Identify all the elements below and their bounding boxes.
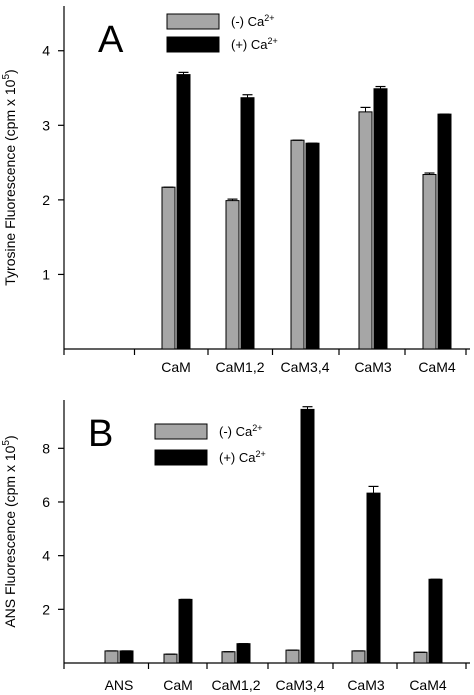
legend-swatch (166, 13, 220, 30)
bar (290, 139, 305, 350)
bar (176, 74, 191, 350)
y-axis-label-sup: 5 (1, 440, 12, 446)
x-tick-label: CaM3 (354, 359, 392, 375)
x-tick-label: CaM1,2 (215, 359, 264, 375)
bar (221, 651, 236, 664)
y-tick-label: 8 (42, 440, 50, 456)
legend-swatch (154, 423, 208, 440)
y-tick-label: 3 (42, 117, 50, 133)
bar (428, 578, 443, 664)
y-tick-label: 2 (42, 192, 50, 208)
bar (358, 111, 373, 350)
y-axis-label: ANS Fluorescence (cpm x 105) (1, 435, 18, 627)
legend-label-sup: 2+ (252, 423, 262, 433)
bar (161, 186, 176, 350)
y-axis-label: Tyrosine Fluorescence (cpm x 105) (1, 69, 18, 285)
bar (437, 113, 452, 350)
x-tick-label: CaM (163, 677, 193, 693)
bar (373, 88, 388, 350)
x-tick-label: CaM3,4 (275, 677, 324, 693)
panel-label: A (98, 19, 124, 61)
bar (351, 650, 366, 664)
y-axis-label-text: Tyrosine Fluorescence (cpm x 10 (2, 79, 18, 285)
legend-label-text: (-) Ca (231, 14, 265, 29)
bar (236, 643, 251, 664)
legend-label-text: (+) Ca (219, 450, 256, 465)
bar (305, 142, 320, 350)
legend-label-text: (-) Ca (219, 424, 253, 439)
bar (413, 651, 428, 664)
bar (225, 200, 240, 350)
bar (422, 174, 437, 350)
chart-panel-b: 2 4 6 8 ANS CaM CaM1,2 CaM3,4 CaM3 CaM4 ANS Fluore… (1, 400, 470, 693)
legend-label-sup: 2+ (264, 13, 274, 23)
bar (104, 650, 119, 664)
bar (366, 492, 381, 664)
y-axis-label-sup: 5 (1, 74, 12, 80)
x-tick-label: CaM (161, 359, 191, 375)
legend-label: (-) Ca2+ (219, 423, 262, 439)
y-tick-label: 2 (42, 601, 50, 617)
legend-label-text: (+) Ca (231, 37, 268, 52)
legend-label: (+) Ca2+ (231, 36, 278, 52)
chart-panel-a: 1 2 3 4 CaM CaM1,2 CaM3,4 CaM3 CaM4 Tyrosine Fluo… (1, 6, 470, 375)
x-tick-label: CaM4 (418, 359, 456, 375)
x-tick-label: CaM3,4 (280, 359, 329, 375)
bar (300, 408, 315, 664)
legend-label: (-) Ca2+ (231, 13, 274, 29)
y-axis-label-text: ANS Fluorescence (cpm x 10 (2, 445, 18, 627)
y-axis-label-close: ) (2, 435, 18, 440)
x-tick-label: ANS (105, 677, 134, 693)
y-tick-label: 1 (42, 266, 50, 282)
y-tick-label: 4 (42, 548, 50, 564)
legend-label-sup: 2+ (255, 449, 265, 459)
y-axis-label-close: ) (2, 69, 18, 74)
x-tick-label: CaM1,2 (211, 677, 260, 693)
panel-label: B (88, 413, 113, 455)
x-tick-label: CaM3 (347, 677, 385, 693)
bar (163, 653, 178, 664)
bar (285, 649, 300, 664)
legend-swatch (166, 36, 220, 53)
legend-swatch (154, 449, 208, 466)
bar (240, 97, 255, 350)
bar (178, 598, 193, 664)
x-tick-label: CaM4 (409, 677, 447, 693)
legend-label-sup: 2+ (267, 36, 277, 46)
y-tick-label: 4 (42, 43, 50, 59)
bar (119, 650, 134, 664)
legend-label: (+) Ca2+ (219, 449, 266, 465)
y-tick-label: 6 (42, 494, 50, 510)
